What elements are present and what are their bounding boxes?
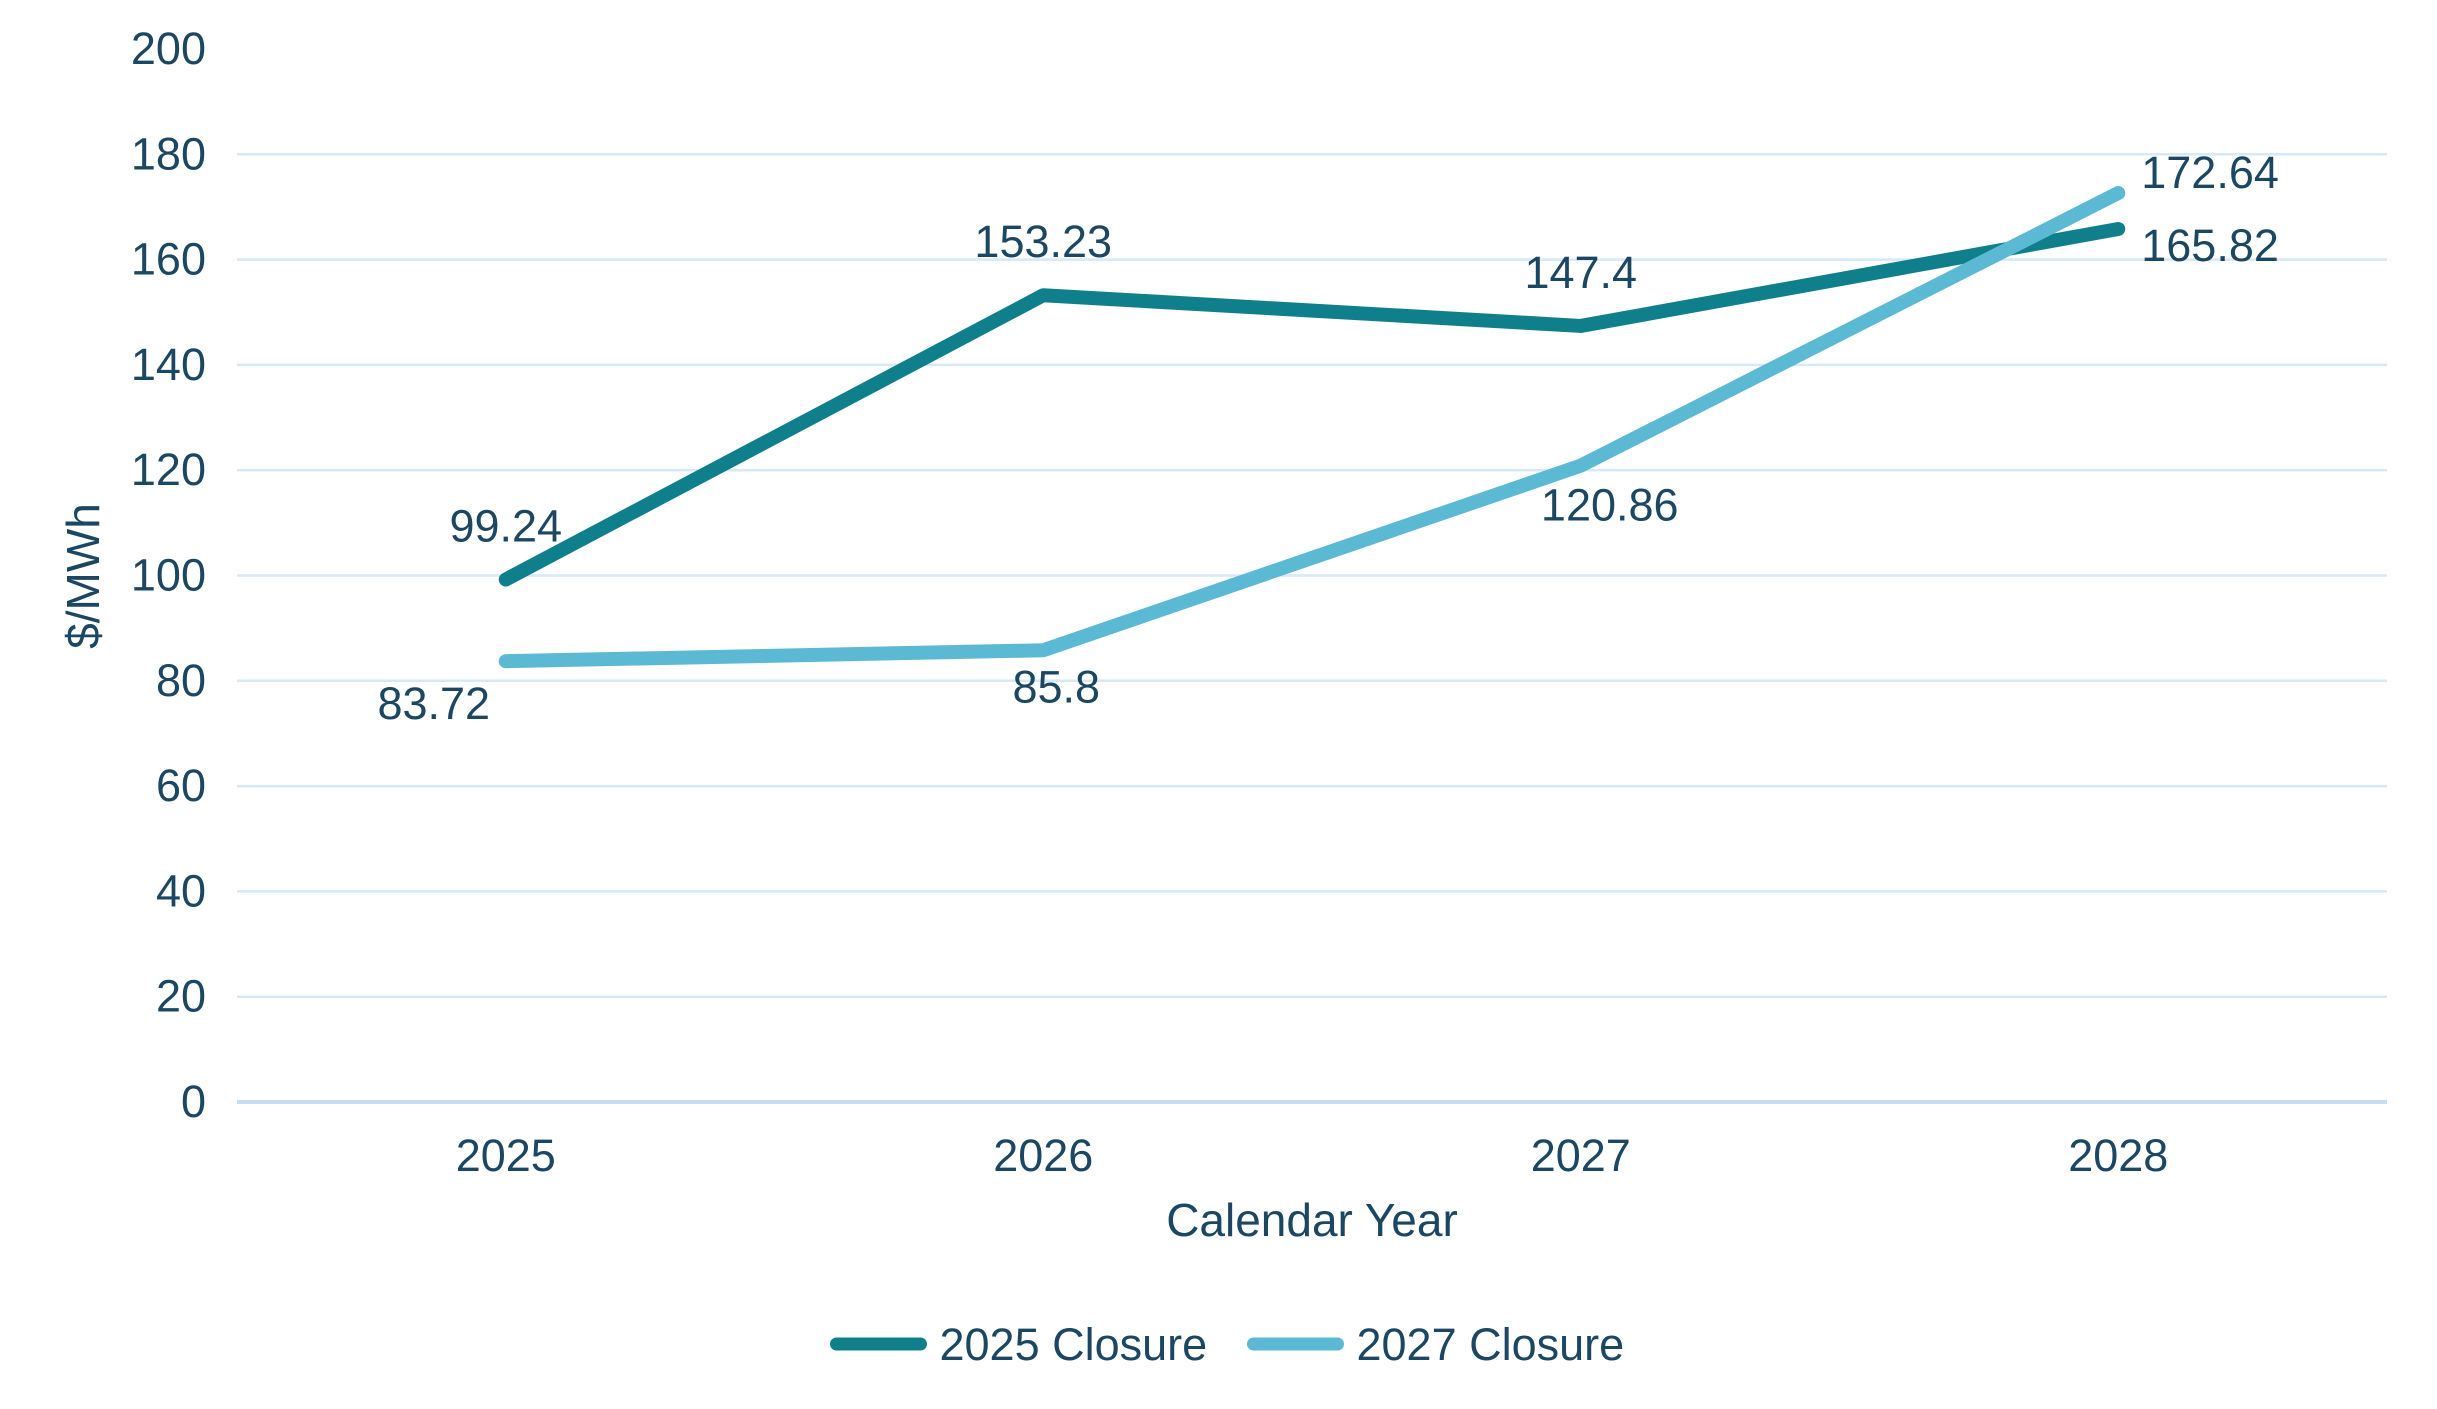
x-tick-label: 2025: [456, 1130, 556, 1181]
data-label-2025-closure: 99.24: [449, 501, 562, 552]
gridlines-layer: [237, 153, 2387, 1104]
y-tick-label: 160: [131, 234, 206, 285]
data-label-2025-closure: 165.82: [2141, 220, 2279, 271]
legend: 2025 Closure 2027 Closure: [830, 1319, 1625, 1370]
series-line-2025-closure: [498, 221, 2126, 587]
x-tick-label: 2027: [1531, 1130, 1631, 1181]
data-label-2027-closure: 85.8: [1012, 661, 1100, 712]
y-tick-label: 20: [156, 971, 206, 1022]
legend-label: 2027 Closure: [1357, 1319, 1625, 1370]
legend-item-2027-closure[interactable]: 2027 Closure: [1247, 1319, 1625, 1370]
y-axis-title: $/MWh: [57, 503, 109, 649]
y-tick-label: 80: [156, 655, 206, 706]
y-tick-label: 40: [156, 865, 206, 916]
y-tick-label: 140: [131, 339, 206, 390]
y-axis-tick-labels: 0 20 40 60 80 100 120 140 160 180 200: [131, 23, 206, 1127]
y-tick-label: 180: [131, 128, 206, 179]
y-tick-label: 0: [181, 1076, 206, 1127]
y-tick-label: 100: [131, 550, 206, 601]
x-axis-title: Calendar Year: [1166, 1194, 1458, 1246]
y-tick-label: 120: [131, 444, 206, 495]
y-tick-label: 60: [156, 760, 206, 811]
data-label-2025-closure: 147.4: [1524, 247, 1637, 298]
legend-label: 2025 Closure: [940, 1319, 1208, 1370]
data-label-2027-closure: 120.86: [1541, 480, 1679, 531]
y-tick-label: 200: [131, 23, 206, 74]
series-line-2027-closure: [498, 186, 2126, 669]
series-lines-layer: [498, 186, 2126, 669]
data-labels-layer: 99.24 153.23 147.4 165.82 83.72 85.8 120.86 172…: [377, 147, 2278, 729]
legend-item-2025-closure[interactable]: 2025 Closure: [830, 1319, 1208, 1370]
data-label-2025-closure: 153.23: [974, 216, 1112, 267]
data-label-2027-closure: 172.64: [2141, 147, 2279, 198]
x-axis-tick-labels: 2025 2026 2027 2028: [456, 1130, 2169, 1181]
x-tick-label: 2026: [993, 1130, 1093, 1181]
x-tick-label: 2028: [2068, 1130, 2168, 1181]
data-label-2027-closure: 83.72: [377, 678, 490, 729]
